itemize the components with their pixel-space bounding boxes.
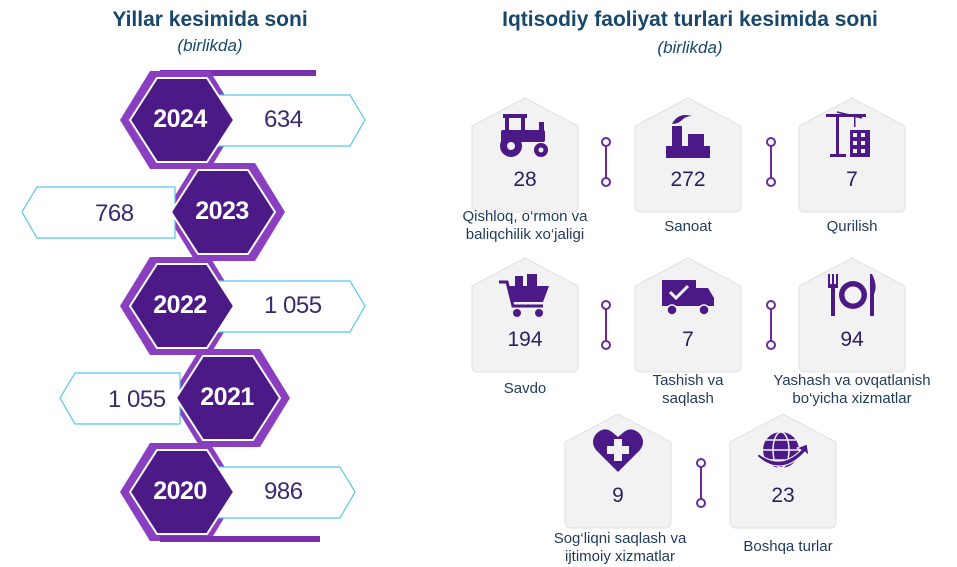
dining-plate-icon [828,274,876,316]
construction-crane-icon [826,111,870,157]
year-row-2020-graphic [120,443,356,542]
activity-caption: Yashash va ovqatlanish bo‘yicha xizmatla… [773,372,931,407]
factory-icon [666,115,710,158]
year-label: 2023 [195,197,249,225]
globe-icon [756,431,810,469]
heart-health-icon [593,429,643,472]
year-label: 2024 [153,105,207,133]
activity-caption: Qurilish [826,218,878,235]
activity-caption: Tashish va saqlash [652,372,724,407]
year-value: 768 [95,200,134,227]
activity-card-transport: 7 [633,256,743,374]
year-row-2024-graphic [120,70,366,169]
year-label: 2022 [153,291,207,319]
activity-caption: Qishloq, o‘rmon va baliqchilik xo‘jaligi [462,208,588,243]
activity-card-construction: 7 [797,96,907,214]
card-background [471,97,579,213]
activity-card-health: 9 [563,412,673,530]
delivery-truck-icon [662,280,714,316]
activity-card-accommodation: 94 [797,256,907,374]
connector-icon [766,137,776,187]
tractor-icon [500,114,548,157]
year-value: 634 [264,106,303,133]
year-row-2024: 2024 634 [0,68,400,169]
year-value: 986 [264,478,303,505]
year-label: 2020 [153,477,207,505]
year-row-2021: 2021 1 055 [0,346,400,447]
activity-value: 9 [612,484,624,507]
activity-card-trade: 194 [470,256,580,374]
activity-card-other: 23 [728,412,838,530]
year-row-2020: 2020 986 [0,440,400,542]
activity-caption: Sanoat [664,218,712,235]
activity-caption: Boshqa turlar [743,538,833,555]
right-title: Iqtisodiy faoliyat turlari kesimida soni [502,8,878,31]
year-value: 1 055 [108,386,166,413]
card-background [729,413,837,529]
connector-icon [696,458,706,508]
left-subtitle: (birlikda) [177,36,243,55]
activity-value: 194 [507,328,543,351]
card-background [471,257,579,373]
year-row-2022: 2022 1 055 [0,254,400,355]
activity-value: 7 [682,328,694,351]
activity-value: 23 [771,484,795,507]
shopping-cart-icon [499,274,549,317]
connector-icon [601,137,611,187]
card-background [634,257,742,373]
activity-value: 272 [670,168,706,191]
right-subtitle: (birlikda) [657,38,723,57]
left-title: Yillar kesimida soni [112,8,308,31]
year-row-2023: 2023 768 [0,160,400,261]
activity-value: 7 [846,168,858,191]
year-row-2023-graphic [21,163,285,261]
year-value: 1 055 [264,292,322,319]
activity-card-industry: 272 [633,96,743,214]
year-label: 2021 [200,383,254,411]
year-row-2021-graphic [59,349,290,447]
year-row-2022-graphic [120,257,366,355]
activity-value: 28 [513,168,537,191]
activity-value: 94 [840,328,864,351]
card-background [798,257,906,373]
activity-caption: Savdo [503,380,547,397]
connector-icon [766,300,776,350]
activity-caption: Sog‘liqni saqlash va ijtimoiy xizmatlar [553,530,687,565]
connector-icon [601,300,611,350]
activity-card-agriculture: 28 [470,96,580,214]
